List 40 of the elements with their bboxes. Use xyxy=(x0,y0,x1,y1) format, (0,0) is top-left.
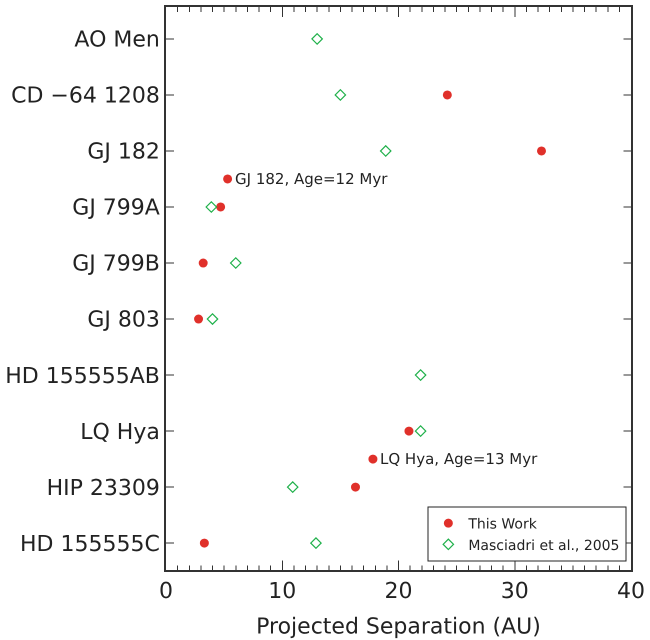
point xyxy=(230,257,242,269)
x-tick-label: 0 xyxy=(159,579,173,604)
point xyxy=(206,201,218,213)
point xyxy=(368,454,378,464)
point xyxy=(334,89,346,101)
legend-label: This Work xyxy=(467,516,538,533)
point xyxy=(286,481,299,493)
point xyxy=(350,482,360,492)
point xyxy=(223,174,232,184)
point xyxy=(198,258,208,268)
y-tick-label: GJ 182 xyxy=(87,140,160,165)
y-tick-label: GJ 799A xyxy=(72,196,160,221)
x-tick-label: 40 xyxy=(617,579,645,604)
point xyxy=(380,145,392,157)
x-tick-label: 10 xyxy=(268,579,296,604)
point xyxy=(404,426,414,436)
point xyxy=(414,425,426,437)
legend-label: Masciadri et al., 2005 xyxy=(468,538,620,554)
point xyxy=(414,369,426,381)
y-tick-label: HD 155555C xyxy=(20,532,160,557)
point xyxy=(536,146,546,156)
point xyxy=(216,202,226,212)
y-tick-label: LQ Hya xyxy=(80,420,160,445)
point xyxy=(194,314,204,324)
y-tick-label: HIP 23309 xyxy=(46,476,160,501)
x-tick-label: 20 xyxy=(384,579,412,604)
y-tick-label: GJ 799B xyxy=(72,252,160,277)
x-axis-title: Projected Separation (AU) xyxy=(256,614,541,640)
point xyxy=(206,313,218,325)
y-tick-label: HD 155555AB xyxy=(5,364,160,389)
point xyxy=(311,33,323,45)
point xyxy=(442,90,452,100)
x-tick-label: 30 xyxy=(500,579,529,604)
y-tick-label: AO Men xyxy=(74,28,160,53)
series-label: GJ 182, Age=12 Myr xyxy=(235,170,388,188)
series-label: LQ Hya, Age=13 Myr xyxy=(380,450,538,468)
point xyxy=(310,537,322,549)
point xyxy=(200,538,209,548)
y-tick-label: GJ 803 xyxy=(87,308,160,333)
y-tick-label: CD −64 1208 xyxy=(11,84,160,109)
